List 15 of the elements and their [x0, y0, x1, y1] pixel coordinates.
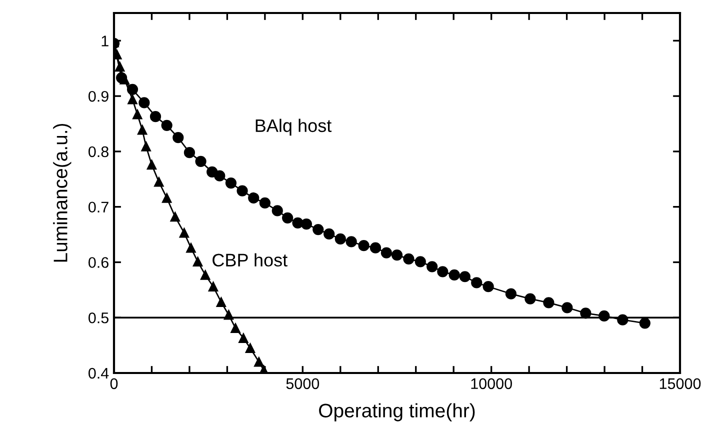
text: BAlq host [256, 118, 332, 136]
x-tick-label: 10000 [471, 378, 512, 390]
y-tick-label: 0.6 [88, 257, 108, 268]
y-tick-label: 0.9 [88, 90, 108, 102]
x-tick-label: 15000 [660, 378, 701, 390]
y-tick-label: 0.7 [88, 202, 108, 213]
y-tick-label: 1 [102, 36, 108, 46]
x-tick-label: 5000 [286, 378, 320, 390]
y-tick-label: 0.4 [88, 368, 109, 379]
y-axis-title: Luminance(a.u.) [53, 124, 72, 262]
y-tick-label: 0.5 [88, 312, 108, 324]
x-axis-title: Operating time(hr) [319, 403, 475, 422]
series-label: CBP host [212, 253, 288, 267]
x-tick-label: 0 [110, 378, 118, 390]
y-tick-label: 0.8 [88, 146, 108, 158]
